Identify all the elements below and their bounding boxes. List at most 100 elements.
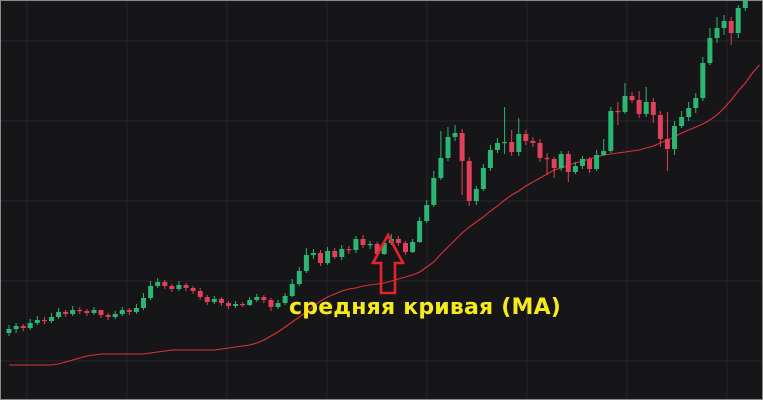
candle-body <box>296 271 302 284</box>
candle <box>41 317 47 324</box>
candle-body <box>742 1 748 8</box>
candle <box>204 295 210 305</box>
candle <box>77 307 83 314</box>
candle <box>310 249 316 259</box>
candle <box>509 130 515 156</box>
candle-body <box>141 298 146 308</box>
candle-body <box>367 244 373 246</box>
candle-body <box>112 314 118 317</box>
candle-body <box>91 310 97 313</box>
candle <box>714 17 720 43</box>
candle-body <box>530 141 536 143</box>
candle <box>353 236 359 253</box>
candle-body <box>197 291 203 297</box>
candle <box>650 98 656 123</box>
candle <box>360 235 366 248</box>
candle-body <box>360 239 366 245</box>
candle <box>98 310 104 318</box>
candle-body <box>410 242 416 252</box>
candle-body <box>735 8 741 33</box>
candle-body <box>445 137 451 158</box>
candle <box>126 308 132 315</box>
candle-body <box>318 253 323 263</box>
candle-body <box>473 189 479 201</box>
candle <box>622 83 628 114</box>
candle-body <box>643 102 649 114</box>
candle-body <box>587 159 593 169</box>
candle-body <box>190 288 196 291</box>
candle-body <box>126 310 132 312</box>
arrow-up-icon <box>370 232 406 295</box>
candle-body <box>204 297 210 302</box>
candle-body <box>537 143 543 158</box>
candle-body <box>98 310 104 315</box>
candle <box>63 310 69 317</box>
candle-body <box>403 243 408 252</box>
candle-body <box>183 285 189 288</box>
candle <box>6 325 12 336</box>
candle <box>27 319 33 330</box>
candle <box>452 125 458 141</box>
candle <box>275 300 281 309</box>
candle-body <box>176 285 182 289</box>
candle-body <box>34 320 40 323</box>
candle-body <box>254 297 260 300</box>
candle <box>466 157 472 206</box>
candle <box>700 57 706 101</box>
candle-body <box>84 311 90 313</box>
candle <box>190 286 196 294</box>
candle-body <box>728 21 734 33</box>
candle <box>629 92 635 103</box>
candle <box>636 91 642 118</box>
candle-body <box>608 111 614 151</box>
candle <box>565 151 571 182</box>
candle-body <box>707 38 713 63</box>
candle <box>325 247 331 265</box>
candle-body <box>41 320 47 322</box>
candle-body <box>119 310 125 314</box>
candle-body <box>509 142 515 152</box>
candle <box>459 129 465 195</box>
candle-body <box>679 117 685 126</box>
candle <box>707 28 713 65</box>
candle <box>49 313 54 323</box>
candle <box>233 301 239 308</box>
candle <box>282 293 288 305</box>
candle <box>502 107 508 154</box>
candle-body <box>218 299 224 303</box>
candle-body <box>289 284 295 296</box>
candle-body <box>672 126 677 149</box>
candle-body <box>6 329 12 333</box>
candle <box>367 241 373 249</box>
candle-body <box>459 133 465 161</box>
candle <box>608 107 614 153</box>
candle <box>438 131 444 180</box>
candle <box>289 279 295 297</box>
candle <box>657 111 663 147</box>
candle-body <box>580 159 585 166</box>
candle-body <box>275 303 281 307</box>
candle-body <box>657 115 663 139</box>
candle <box>742 1 748 11</box>
candle-body <box>332 251 338 257</box>
candle <box>119 307 125 316</box>
candle-body <box>70 310 76 314</box>
candle <box>417 217 423 243</box>
candle-body <box>226 303 231 306</box>
candle <box>34 316 40 325</box>
candle-body <box>339 249 345 257</box>
candle <box>395 236 401 246</box>
candle-body <box>629 96 635 100</box>
candle <box>183 283 189 291</box>
candle <box>148 281 154 300</box>
candle <box>332 248 338 259</box>
candle-body <box>721 21 727 28</box>
candle-body <box>480 168 486 189</box>
candle <box>735 5 741 38</box>
candle-body <box>233 304 239 306</box>
candle-body <box>417 221 423 242</box>
candle-body <box>700 63 706 98</box>
